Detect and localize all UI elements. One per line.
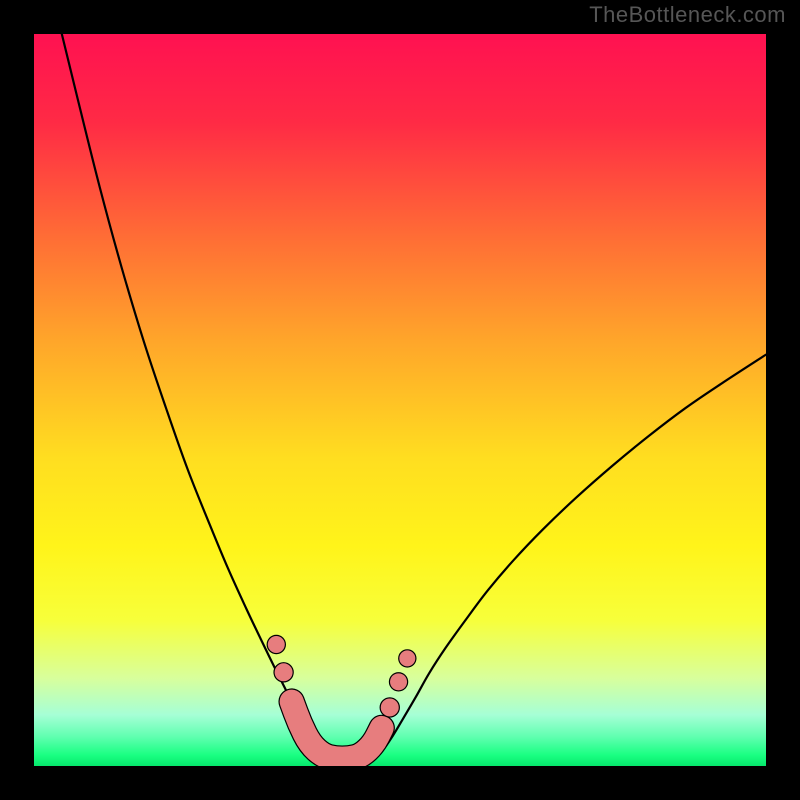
valley-marker-dot (399, 650, 415, 666)
chart-root: TheBottleneck.com (0, 0, 800, 800)
bottleneck-chart (0, 0, 800, 800)
valley-marker-dot (275, 663, 293, 681)
valley-marker-dot (268, 636, 285, 653)
valley-marker-dot (381, 698, 399, 716)
site-watermark: TheBottleneck.com (589, 2, 786, 28)
valley-marker-dot (390, 673, 407, 690)
